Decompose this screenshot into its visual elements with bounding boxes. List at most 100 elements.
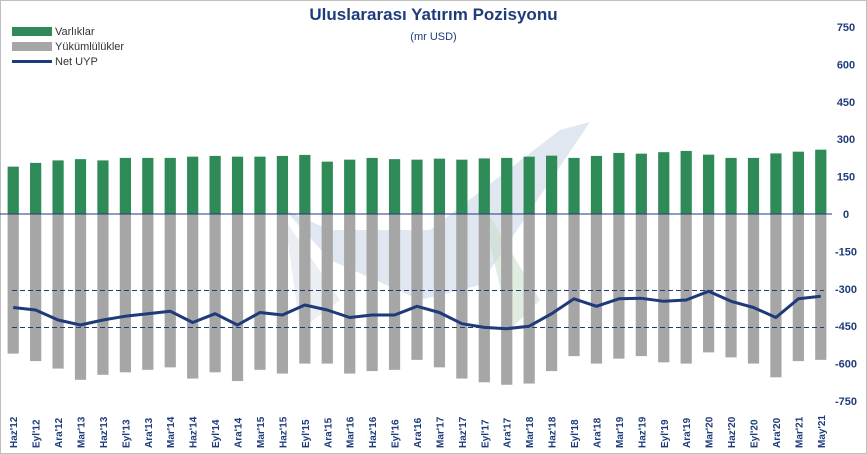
bar-liabilities-18 — [411, 214, 423, 360]
legend-swatch-assets — [12, 27, 52, 36]
bar-assets-23 — [523, 156, 535, 214]
bar-liabilities-12 — [276, 214, 289, 374]
x-tick-label: Mar'14 — [166, 416, 177, 448]
bar-liabilities-24 — [545, 214, 558, 372]
bar-assets-5 — [119, 157, 131, 214]
legend-item-assets: Varlıklar — [12, 24, 124, 39]
legend-label-net: Net UYP — [55, 55, 98, 68]
x-tick-label: Ara'16 — [413, 417, 424, 448]
bar-assets-19 — [433, 158, 446, 214]
x-tick-label: Haz'18 — [548, 416, 559, 448]
legend: Varlıklar Yükümlülükler Net UYP — [12, 24, 124, 69]
bar-liabilities-22 — [501, 214, 513, 385]
x-tick-label: Mar'16 — [346, 416, 357, 448]
bar-assets-26 — [590, 155, 603, 214]
bar-assets-13 — [299, 154, 311, 214]
bar-assets-6 — [142, 157, 154, 214]
legend-label-liabilities: Yükümlülükler — [55, 40, 125, 53]
bar-liabilities-32 — [725, 214, 737, 358]
x-tick-label: Mar'19 — [615, 416, 626, 448]
x-tick-label: Haz'13 — [99, 416, 110, 448]
bar-liabilities-7 — [164, 214, 176, 368]
bar-assets-33 — [747, 157, 760, 214]
bar-assets-2 — [52, 160, 64, 214]
bar-assets-30 — [680, 150, 692, 214]
bar-assets-12 — [276, 155, 289, 214]
bar-assets-34 — [770, 153, 782, 214]
bar-assets-15 — [344, 159, 356, 214]
x-tick-label: Eyl'20 — [749, 419, 760, 448]
x-tick-label: Ara'17 — [503, 417, 514, 448]
bar-assets-3 — [74, 159, 87, 214]
y-tick-label: -150 — [835, 246, 857, 258]
y-tick-label: -450 — [835, 321, 857, 333]
bar-liabilities-23 — [523, 214, 535, 384]
bar-assets-31 — [703, 154, 715, 214]
bar-assets-4 — [97, 160, 109, 214]
bar-liabilities-0 — [7, 214, 19, 354]
bar-liabilities-5 — [119, 214, 131, 373]
bar-liabilities-28 — [635, 214, 647, 357]
bar-assets-10 — [231, 156, 244, 214]
x-tick-label: Eyl'15 — [301, 419, 312, 448]
x-tick-label: Eyl'18 — [570, 419, 581, 448]
bar-liabilities-21 — [478, 214, 490, 383]
y-tick-label: 750 — [837, 22, 855, 34]
bar-liabilities-25 — [568, 214, 580, 357]
bar-assets-29 — [658, 152, 670, 214]
bar-assets-22 — [501, 157, 513, 214]
x-tick-label: Mar'17 — [435, 416, 446, 448]
x-tick-label: Eyl'17 — [480, 419, 491, 448]
x-tick-label: Eyl'13 — [121, 419, 132, 448]
bar-liabilities-14 — [321, 214, 333, 364]
legend-label-assets: Varlıklar — [55, 25, 95, 38]
x-tick-label: Mar'21 — [794, 416, 805, 448]
y-tick-label: -300 — [835, 284, 857, 296]
legend-swatch-liabilities — [12, 42, 52, 51]
x-tick-label: Eyl'14 — [211, 419, 222, 448]
x-tick-label: May'21 — [817, 415, 828, 448]
legend-item-net: Net UYP — [12, 54, 124, 69]
bar-assets-18 — [411, 159, 423, 214]
bar-liabilities-4 — [97, 214, 109, 375]
bar-liabilities-17 — [388, 214, 401, 370]
bar-liabilities-34 — [770, 214, 782, 378]
bar-assets-20 — [456, 159, 468, 214]
x-tick-label: Haz'15 — [278, 416, 289, 448]
y-tick-label: 0 — [843, 209, 849, 221]
bar-liabilities-35 — [792, 214, 804, 362]
bar-liabilities-11 — [254, 214, 266, 370]
legend-swatch-net — [12, 60, 52, 63]
x-tick-label: Haz'14 — [189, 416, 200, 448]
bar-liabilities-2 — [52, 214, 64, 369]
legend-item-liabilities: Yükümlülükler — [12, 39, 124, 54]
x-tick-label: Haz'20 — [727, 416, 738, 448]
bar-assets-14 — [321, 161, 333, 214]
x-tick-label: Mar'18 — [525, 416, 536, 448]
bar-assets-32 — [725, 157, 737, 214]
x-tick-label: Haz'17 — [458, 416, 469, 448]
bar-assets-7 — [164, 157, 176, 214]
x-tick-label: Ara'13 — [144, 417, 155, 448]
bar-liabilities-30 — [680, 214, 692, 364]
bar-liabilities-1 — [30, 214, 42, 362]
y-tick-label: 150 — [837, 172, 855, 184]
bar-liabilities-29 — [658, 214, 670, 363]
bar-liabilities-20 — [456, 214, 468, 379]
x-tick-label: Ara'14 — [234, 417, 245, 448]
x-tick-label: Haz'16 — [368, 416, 379, 448]
x-tick-label: Eyl'12 — [32, 419, 43, 448]
x-tick-label: Ara'20 — [772, 417, 783, 448]
x-tick-label: Haz'19 — [637, 416, 648, 448]
bar-assets-16 — [366, 157, 378, 214]
y-tick-label: 450 — [837, 97, 855, 109]
bar-liabilities-10 — [231, 214, 244, 382]
bar-assets-27 — [613, 152, 625, 214]
x-tick-label: Ara'15 — [323, 417, 334, 448]
x-tick-label: Mar'13 — [77, 416, 88, 448]
bar-assets-25 — [568, 157, 580, 214]
chart-subtitle: (mr USD) — [410, 31, 457, 43]
bar-assets-0 — [7, 166, 19, 214]
bar-assets-8 — [187, 156, 199, 214]
